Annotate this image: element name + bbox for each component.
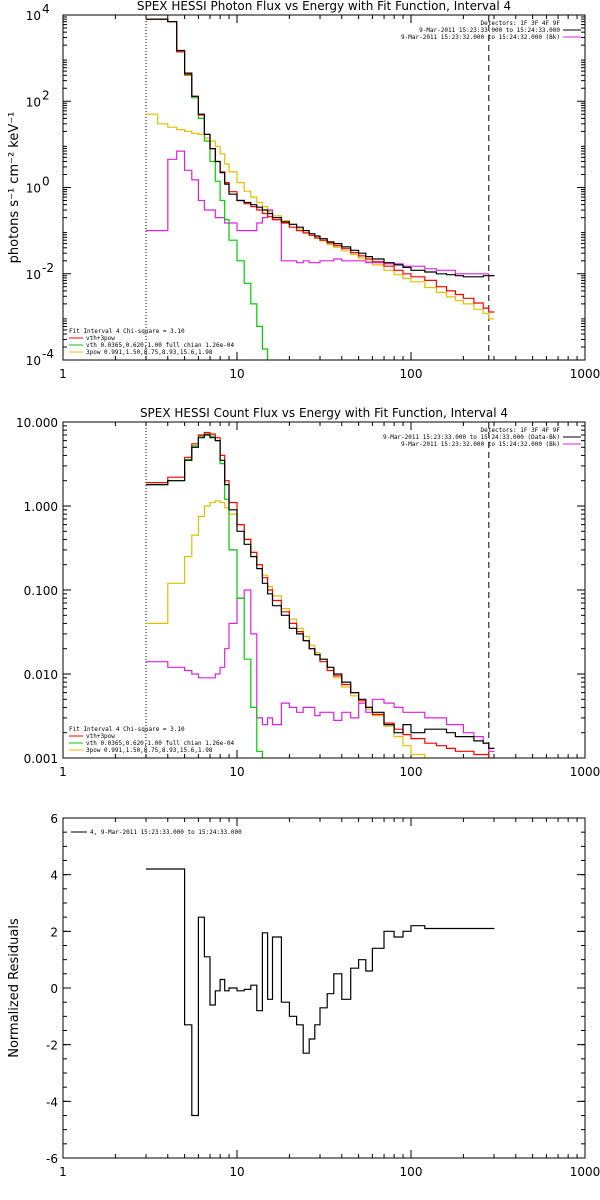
x-tick-label: 10 [229, 765, 244, 779]
y-tick-exponent: 0 [42, 175, 50, 189]
x-tick-label: 100 [400, 1165, 423, 1179]
series-group [146, 868, 495, 1117]
legend-entry-bottom-left: vth 0.0365,0.620,1.00 full chian 1.26e-0… [86, 740, 234, 747]
legend-entry-bottom-left: vth+3pow [86, 733, 115, 740]
legend-entry-top-right: 9-Mar-2011 15:23:33.000 to 15:24:33.000 [419, 27, 560, 34]
y-tick-label: 0.001 [24, 752, 58, 766]
x-tick-label: 10 [229, 1165, 244, 1179]
legend-entry-bottom-left: vth 0.0365,0.620,1.00 full chian 1.26e-0… [86, 342, 234, 349]
y-tick-label: 10 [26, 354, 41, 368]
x-tick-label: 1 [59, 367, 67, 381]
y-tick-exponent: -2 [42, 261, 54, 275]
series-line-1 [146, 434, 495, 749]
plot-frame [62, 817, 586, 1159]
chart-panel-1: SPEX HESSI Photon Flux vs Energy with Fi… [7, 0, 600, 381]
y-tick-label: 0.100 [24, 584, 58, 598]
y-tick-label: -2 [46, 1039, 58, 1053]
legend-entry-bottom-left: vth+3pow [86, 335, 115, 342]
series-group [146, 18, 495, 360]
series-group [146, 431, 495, 758]
series-line-5 [146, 500, 426, 758]
y-tick-label: 0.010 [24, 668, 58, 682]
series-line-2 [146, 150, 495, 277]
legend-entry-top-right: 9-Mar-2011 15:23:32.000 to 15:24:32.000 … [401, 34, 560, 41]
plot-frame [62, 421, 586, 759]
chart-title: SPEX HESSI Photon Flux vs Energy with Fi… [137, 0, 511, 13]
legend-entry-top-right: 9-Mar-2011 15:23:33.000 to 15:24:33.000 … [383, 434, 560, 441]
y-tick-label: 0 [50, 982, 58, 996]
x-tick-label: 1000 [570, 765, 600, 779]
chart-panel-3: Normalized Residuals 1 10 100 1000 -6 -4 -2 0 2 4 6… [7, 812, 600, 1179]
y-tick-label: 10 [26, 9, 41, 23]
y-tick-label: 6 [50, 812, 58, 826]
x-tick-label: 1 [59, 765, 67, 779]
series-line-1 [146, 18, 495, 278]
x-tick-label: 100 [400, 367, 423, 381]
legend-entry-top-left: 4, 9-Mar-2011 15:23:33.000 to 15:24:33.0… [90, 829, 242, 836]
series-line-4 [146, 18, 269, 360]
x-tick-label: 100 [400, 765, 423, 779]
y-axis-label: photons s⁻¹ cm⁻² keV⁻¹ [7, 112, 22, 264]
legend-entry-top-right: 9-Mar-2011 15:23:32.000 to 15:24:32.000 … [401, 441, 560, 448]
legend-entry-bottom-left: 3pow 0.991,1.50,8.75,8.93,15.6,1.98 [86, 349, 213, 356]
y-tick-label: -4 [46, 1095, 58, 1109]
x-tick-label: 1000 [570, 1165, 600, 1179]
legend-entry-bottom-left: 3pow 0.991,1.50,8.75,8.93,15.6,1.98 [86, 747, 213, 754]
y-tick-label: 10.000 [16, 416, 58, 430]
series-line-3 [146, 18, 495, 313]
x-tick-label: 10 [229, 367, 244, 381]
y-tick-label: 10 [26, 182, 41, 196]
y-tick-label: 1.000 [24, 500, 58, 514]
plot-frame [62, 14, 586, 361]
y-tick-label: 2 [50, 925, 58, 939]
y-tick-exponent: -4 [42, 347, 54, 361]
x-tick-label: 1000 [570, 367, 600, 381]
y-tick-exponent: 2 [42, 88, 50, 102]
legend-entry-top-right: Detectors: 1F 3F 4F 9F [481, 20, 561, 27]
legend-entry-bottom-left: Fit Interval 4 Chi-square = 3.10 [69, 328, 185, 335]
y-tick-label: 10 [26, 268, 41, 282]
x-tick-label: 1 [59, 1165, 67, 1179]
y-tick-label: 4 [50, 869, 58, 883]
y-tick-label: 10 [26, 95, 41, 109]
y-tick-label: -6 [46, 1152, 58, 1166]
series-line-2 [146, 589, 495, 752]
series-line-1 [146, 868, 495, 1117]
y-tick-exponent: 4 [42, 2, 50, 16]
series-line-3 [146, 431, 495, 758]
series-line-5 [146, 113, 495, 320]
legend-entry-top-right: Detectors: 1F 3F 4F 9F [481, 427, 561, 434]
chart-title: SPEX HESSI Count Flux vs Energy with Fit… [140, 406, 508, 420]
y-axis-label: Normalized Residuals [7, 918, 22, 1058]
chart-panel-2: SPEX HESSI Count Flux vs Energy with Fit… [16, 406, 600, 779]
legend-entry-bottom-left: Fit Interval 4 Chi-square = 3.10 [69, 726, 185, 733]
